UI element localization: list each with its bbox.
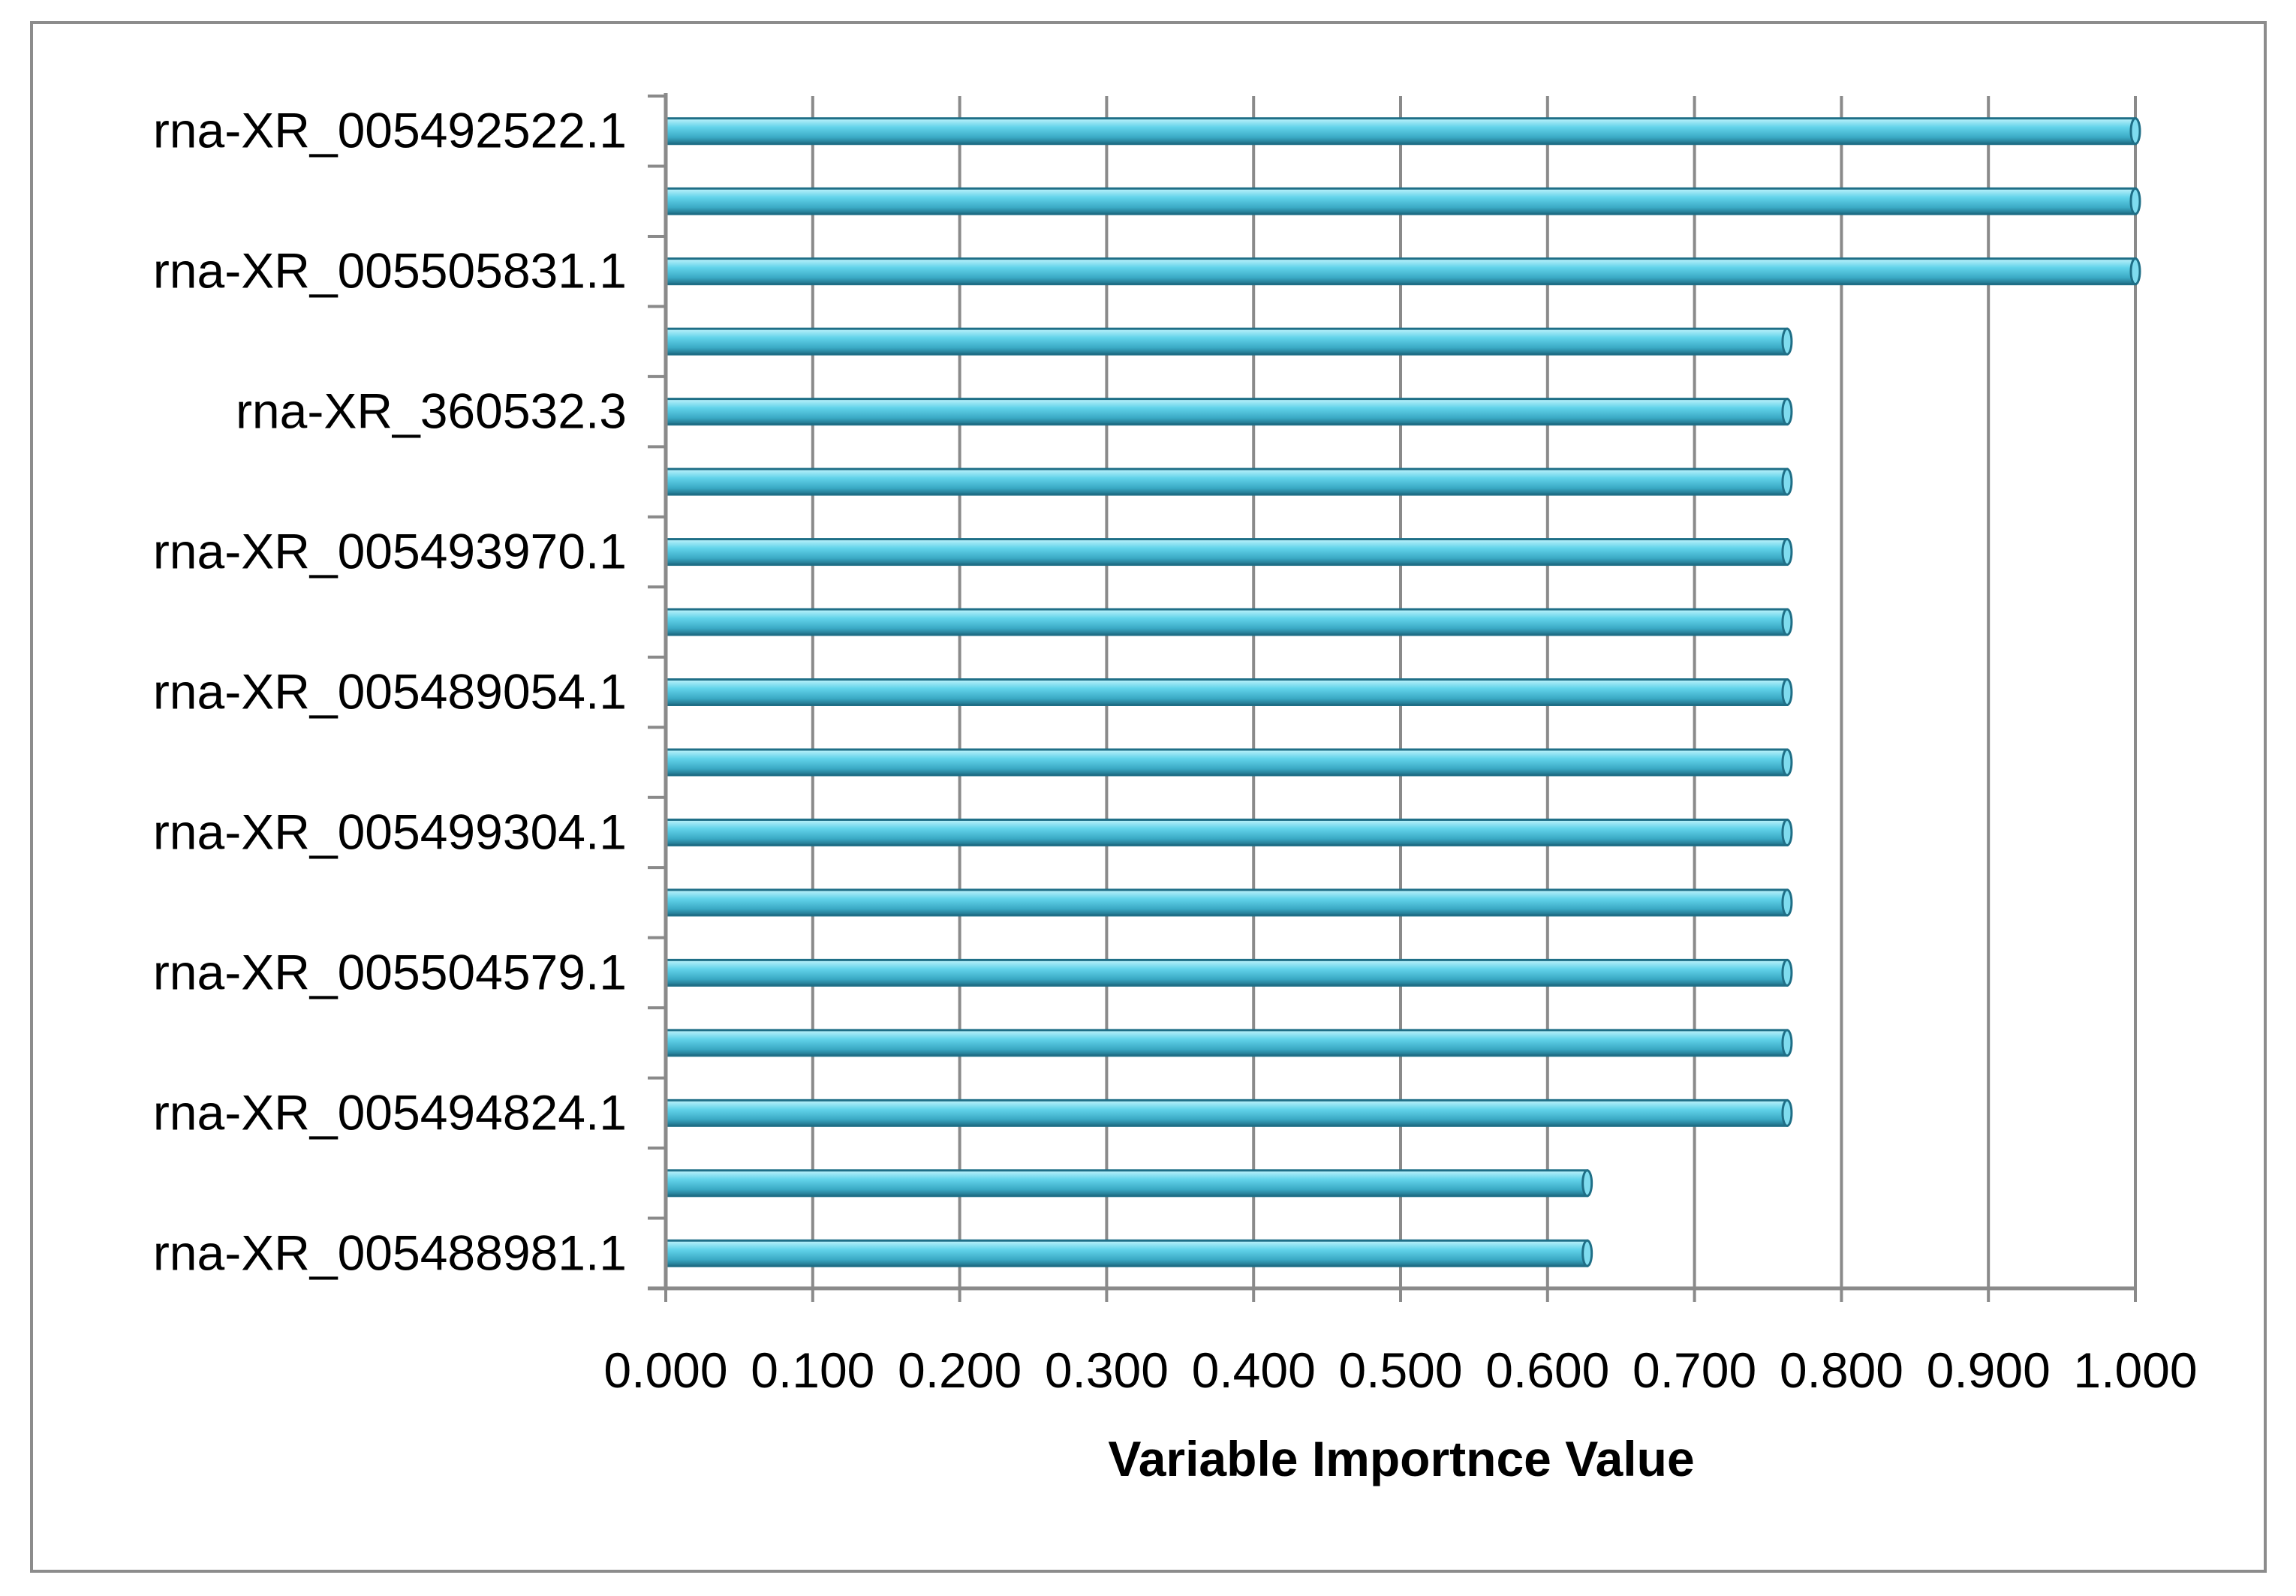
x-tick-label: 0.700: [1632, 1342, 1756, 1398]
x-tick-label: 0.400: [1192, 1342, 1316, 1398]
bar: [664, 257, 2137, 286]
chart-svg: 0.000 0.100 0.200 0.300 0.400 0.500 0.600 0.700…: [153, 93, 2198, 1486]
bar-end-cap: [2129, 117, 2141, 146]
bar-layer: [664, 117, 2141, 1267]
bar-end-cap: [2129, 187, 2141, 215]
bar-end-cap: [1781, 1099, 1793, 1127]
bar-end-cap: [1781, 1029, 1793, 1057]
y-category-label: rna-XR_005494824.1: [153, 1084, 627, 1140]
bar-end-cap: [1781, 678, 1793, 706]
y-category-label: rna-XR_005493970.1: [153, 524, 627, 579]
bar-end-cap: [1781, 467, 1793, 496]
bar-end-cap: [1781, 888, 1793, 917]
bar-end-cap: [1781, 538, 1793, 567]
bar: [664, 538, 1789, 567]
x-axis-title: Variable Importnce Value: [1108, 1431, 1694, 1486]
y-category-label: rna-XR_005488981.1: [153, 1225, 627, 1280]
bar: [664, 187, 2137, 215]
bar: [664, 958, 1789, 987]
x-tick-label: 0.000: [603, 1342, 727, 1398]
y-category-label: rna-XR_005505831.1: [153, 243, 627, 299]
x-tick-label: 0.800: [1780, 1342, 1903, 1398]
x-tick-label: 0.300: [1045, 1342, 1169, 1398]
x-tick-label: 0.900: [1927, 1342, 2051, 1398]
bar: [664, 467, 1789, 496]
bar: [664, 1239, 1589, 1267]
y-category-label: rna-XR_005504579.1: [153, 944, 627, 999]
bar: [664, 888, 1789, 917]
bar: [664, 117, 2137, 146]
y-category-label: rna-XR_360532.3: [236, 383, 627, 439]
bar: [664, 748, 1789, 777]
bar-end-cap: [1781, 958, 1793, 987]
x-tick-label: 0.200: [898, 1342, 1022, 1398]
x-tick-label: 0.100: [751, 1342, 874, 1398]
y-category-label: rna-XR_005492522.1: [153, 103, 627, 158]
bar: [664, 1169, 1589, 1198]
bar-end-cap: [2129, 257, 2141, 286]
bar: [664, 1099, 1789, 1127]
bar: [664, 1029, 1789, 1057]
y-category-label: rna-XR_005499304.1: [153, 804, 627, 859]
bar-end-cap: [1581, 1239, 1593, 1267]
x-tick-label: 0.500: [1338, 1342, 1462, 1398]
bar-end-cap: [1781, 608, 1793, 636]
x-tick-label: 1.000: [2073, 1342, 2197, 1398]
y-category-label: rna-XR_005489054.1: [153, 664, 627, 720]
axis-layer: [648, 93, 2137, 1302]
chart-frame: 0.000 0.100 0.200 0.300 0.400 0.500 0.600 0.700…: [30, 21, 2267, 1573]
bar: [664, 327, 1789, 356]
bar: [664, 608, 1789, 636]
bar-end-cap: [1781, 748, 1793, 777]
bar: [664, 818, 1789, 846]
label-layer: 0.000 0.100 0.200 0.300 0.400 0.500 0.600 0.700…: [153, 103, 2198, 1398]
bar-end-cap: [1781, 327, 1793, 356]
bar-end-cap: [1781, 818, 1793, 846]
bar: [664, 678, 1789, 706]
bar-end-cap: [1581, 1169, 1593, 1198]
bar: [664, 398, 1789, 426]
x-tick-label: 0.600: [1485, 1342, 1609, 1398]
bar-end-cap: [1781, 398, 1793, 426]
